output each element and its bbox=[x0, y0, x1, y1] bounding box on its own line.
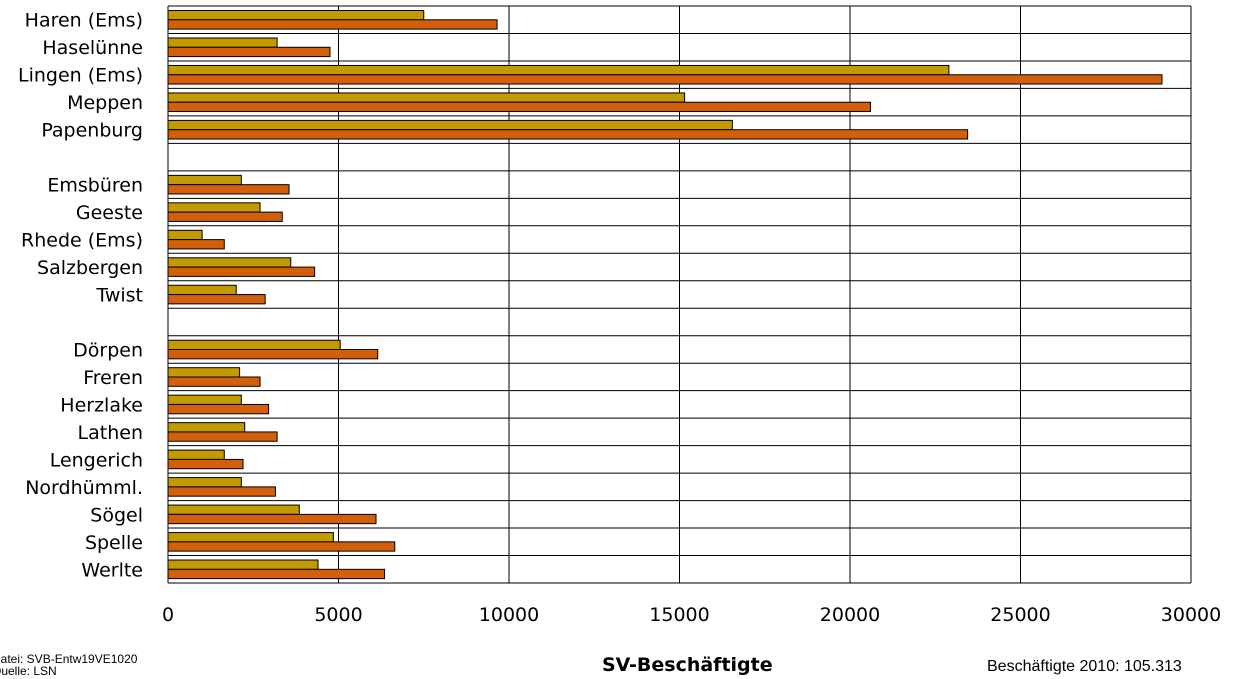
footer-source: Datei: SVB-Entw19VE1020 Quelle: LSN bbox=[0, 653, 137, 677]
category-label: Papenburg bbox=[41, 120, 143, 142]
bar-series-2 bbox=[167, 46, 331, 58]
bar-series-2 bbox=[167, 349, 379, 360]
x-tick-label: 20000 bbox=[820, 604, 880, 626]
category-label: Freren bbox=[83, 367, 143, 389]
bar-series-1 bbox=[167, 339, 341, 351]
bar-series-1 bbox=[167, 119, 733, 131]
category-label: Rhede (Ems) bbox=[21, 230, 143, 252]
x-tick-label: 10000 bbox=[479, 604, 539, 626]
category-label: Herzlake bbox=[60, 394, 143, 416]
bar-series-1 bbox=[167, 37, 278, 48]
category-label: Geeste bbox=[76, 202, 143, 224]
category-label: Nordhümml. bbox=[25, 477, 143, 499]
category-label: Twist bbox=[95, 285, 143, 307]
bar-series-2 bbox=[167, 19, 498, 30]
bar-series-2 bbox=[167, 486, 276, 497]
bar-series-2 bbox=[167, 458, 244, 470]
category-label: Salzbergen bbox=[37, 257, 143, 279]
bar-series-1 bbox=[167, 92, 686, 103]
file-name: Datei: SVB-Entw19VE1020 bbox=[0, 652, 138, 666]
x-tick-label: 25000 bbox=[990, 604, 1050, 626]
bar-series-2 bbox=[167, 129, 969, 140]
category-label: Lathen bbox=[78, 422, 143, 444]
bar-series-2 bbox=[167, 568, 386, 580]
bar-series-2 bbox=[167, 101, 871, 113]
bar-series-1 bbox=[167, 64, 950, 76]
x-tick-label: 15000 bbox=[649, 604, 709, 626]
category-label: Meppen bbox=[67, 92, 143, 114]
bar-series-1 bbox=[167, 257, 292, 268]
bar-series-1 bbox=[167, 367, 241, 378]
bar-series-2 bbox=[167, 239, 225, 250]
category-label: Dörpen bbox=[73, 339, 143, 361]
category-label: Spelle bbox=[85, 532, 143, 554]
bar-series-1 bbox=[167, 504, 300, 515]
category-label: Werlte bbox=[81, 559, 143, 581]
source-name: Quelle: LSN bbox=[0, 664, 57, 678]
bar-series-2 bbox=[167, 403, 270, 415]
bar-series-1 bbox=[167, 174, 242, 186]
bar-series-2 bbox=[167, 294, 266, 305]
bar-series-2 bbox=[167, 513, 377, 525]
x-tick-label: 30000 bbox=[1161, 604, 1221, 626]
bar-series-1 bbox=[167, 202, 261, 213]
total-employees: Beschäftigte 2010: 105.313 bbox=[987, 658, 1182, 675]
bar-series-1 bbox=[167, 559, 319, 570]
bar-series-2 bbox=[167, 211, 283, 222]
bar-series-1 bbox=[167, 422, 246, 433]
category-label: Haren (Ems) bbox=[25, 10, 143, 32]
bar-series-2 bbox=[167, 376, 261, 387]
bars-group bbox=[167, 10, 1163, 580]
bar-series-2 bbox=[167, 266, 316, 277]
bar-series-1 bbox=[167, 229, 203, 241]
x-tick-label: 5000 bbox=[314, 604, 362, 626]
bar-series-1 bbox=[167, 394, 242, 405]
x-tick-label: 0 bbox=[162, 604, 174, 626]
bar-series-2 bbox=[167, 74, 1163, 85]
x-tick-labels: 0 5000 10000 15000 20000 25000 30000 bbox=[162, 604, 1221, 626]
bar-series-1 bbox=[167, 284, 237, 296]
bar-series-1 bbox=[167, 532, 334, 543]
category-label: Lingen (Ems) bbox=[18, 65, 143, 87]
category-label: Emsbüren bbox=[47, 175, 143, 197]
bar-series-1 bbox=[167, 449, 225, 460]
bar-series-1 bbox=[167, 10, 425, 21]
category-label: Sögel bbox=[90, 504, 143, 526]
category-labels: Haren (Ems) Haselünne Lingen (Ems) Meppen Pa… bbox=[18, 10, 143, 582]
bar-series-1 bbox=[167, 477, 242, 488]
category-label: Haselünne bbox=[42, 37, 143, 59]
category-label: Lengerich bbox=[50, 449, 143, 471]
bar-series-2 bbox=[167, 541, 396, 552]
x-axis-title: SV-Beschäftigte bbox=[602, 654, 773, 676]
bar-series-2 bbox=[167, 184, 290, 195]
bar-series-2 bbox=[167, 431, 278, 442]
